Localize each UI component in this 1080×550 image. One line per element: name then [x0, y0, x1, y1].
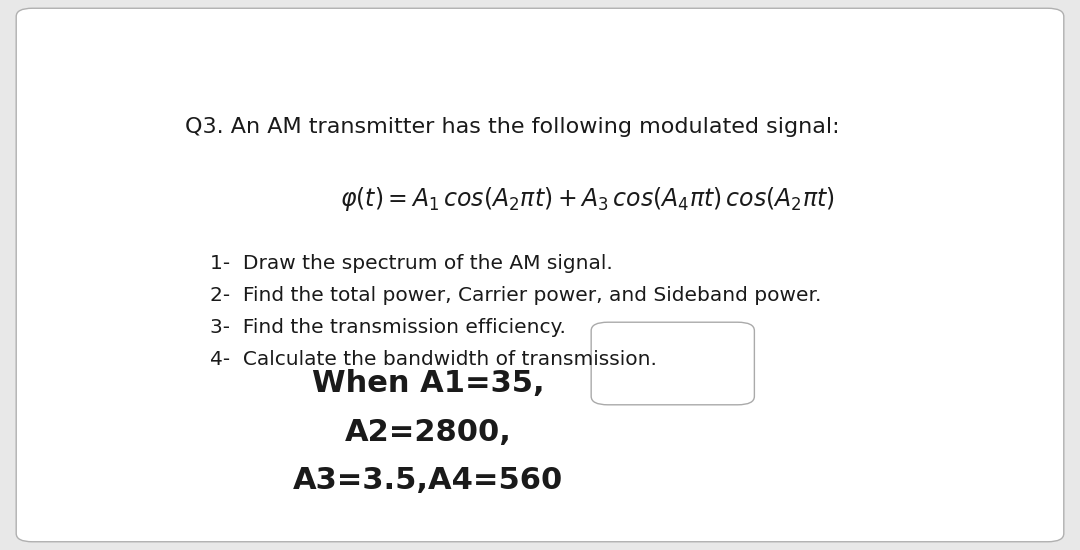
Text: 1-  Draw the spectrum of the AM signal.: 1- Draw the spectrum of the AM signal. — [211, 255, 613, 273]
Text: When A1=35,: When A1=35, — [312, 369, 544, 398]
Text: 4-  Calculate the bandwidth of transmission.: 4- Calculate the bandwidth of transmissi… — [211, 350, 658, 368]
Text: A3=3.5,A4=560: A3=3.5,A4=560 — [293, 466, 563, 495]
Text: Q3. An AM transmitter has the following modulated signal:: Q3. An AM transmitter has the following … — [186, 117, 840, 137]
FancyBboxPatch shape — [591, 322, 754, 405]
Text: 2-  Find the total power, Carrier power, and Sideband power.: 2- Find the total power, Carrier power, … — [211, 286, 822, 305]
Text: $\varphi(t) = A_1\, cos(A_2\pi t) + A_3\, cos(A_4\pi t)\, cos(A_2\pi t)$: $\varphi(t) = A_1\, cos(A_2\pi t) + A_3\… — [340, 185, 834, 213]
Text: A2=2800,: A2=2800, — [345, 417, 512, 447]
Text: 3-  Find the transmission efficiency.: 3- Find the transmission efficiency. — [211, 318, 566, 337]
